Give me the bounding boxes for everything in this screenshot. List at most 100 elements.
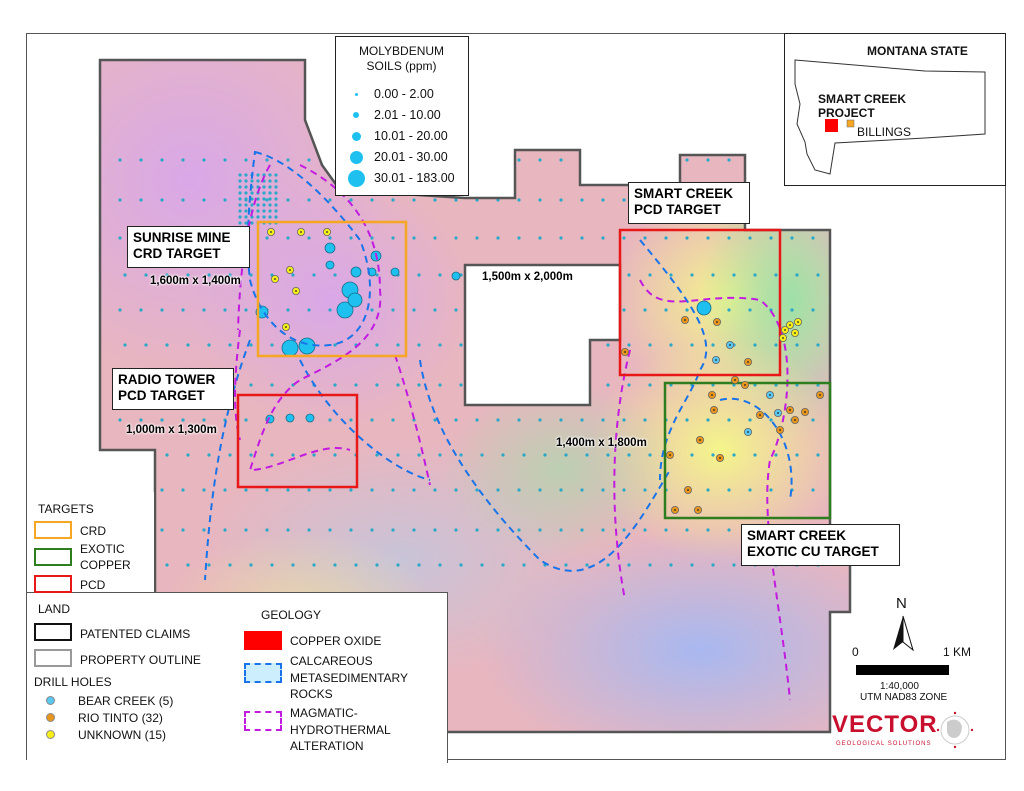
soil-sample-point <box>244 197 248 201</box>
drill-holes-title: DRILL HOLES <box>34 675 112 689</box>
copper-oxide-label: COPPER OXIDE <box>290 634 382 648</box>
soil-sample-point <box>391 418 395 422</box>
soil-sample-point <box>690 563 694 567</box>
drill-hole-center <box>715 359 717 361</box>
soil-sample-point <box>496 528 500 532</box>
soil-sample-point <box>238 185 242 189</box>
soil-sample-point <box>244 203 248 207</box>
crd-target-box[interactable] <box>256 220 408 358</box>
targets-title: TARGETS <box>38 502 94 516</box>
drill-hole-center <box>713 409 715 411</box>
soil-sample-point <box>244 308 248 312</box>
soil-sample-point <box>748 236 752 240</box>
soil-sample-point <box>250 197 254 201</box>
soil-sample-point <box>286 308 290 312</box>
soil-sample-point <box>417 383 421 387</box>
soil-sample-point <box>627 343 631 347</box>
soil-sample-point <box>790 308 794 312</box>
soil-sample-high <box>347 292 363 308</box>
soil-sample-point <box>228 563 232 567</box>
soil-sample-point <box>165 273 169 277</box>
soil-sample-point <box>417 343 421 347</box>
soil-sample-point <box>522 453 526 457</box>
soil-sample-point <box>274 197 278 201</box>
soil-sample-point <box>627 273 631 277</box>
soil-sample-point <box>139 418 143 422</box>
soil-sample-point <box>262 215 266 219</box>
soil-sample-point <box>244 528 248 532</box>
drill-hole-center <box>719 457 721 459</box>
soil-sample-point <box>268 173 272 177</box>
soil-sample-point <box>790 236 794 240</box>
drill-hole-center <box>711 394 713 396</box>
soil-sample-point <box>391 236 395 240</box>
radio-tower-pcd-box[interactable] <box>236 393 359 489</box>
soil-sample-point <box>262 185 266 189</box>
soil-sample-point <box>454 198 458 202</box>
soil-sample-high <box>696 300 712 316</box>
soil-sample-point <box>706 418 710 422</box>
map-frame <box>26 33 1006 760</box>
soil-sample-point <box>538 418 542 422</box>
patented-claims-swatch <box>34 623 72 641</box>
soil-sample-point <box>774 453 778 457</box>
soil-sample-point <box>312 563 316 567</box>
soil-sample-point <box>795 453 799 457</box>
drill-hole-center <box>734 379 736 381</box>
soil-sample-point <box>244 418 248 422</box>
smart-creek-pcd-box[interactable] <box>618 228 782 377</box>
soil-sample-point <box>223 198 227 202</box>
patented-claims-label: PATENTED CLAIMS <box>80 627 191 641</box>
soil-sample-point <box>816 453 820 457</box>
soil-sample-point <box>438 453 442 457</box>
soil-sample-point <box>207 343 211 347</box>
soil-sample-point <box>144 273 148 277</box>
soil-sample-point <box>333 273 337 277</box>
soil-sample-point <box>244 209 248 213</box>
soil-sample-point <box>769 236 773 240</box>
soil-sample-point <box>811 488 815 492</box>
drill-hole-center <box>759 414 761 416</box>
exotic-cu-label: SMART CREEK EXOTIC CU TARGET <box>741 524 900 566</box>
soil-sample-point <box>375 383 379 387</box>
soil-sample-point <box>732 453 736 457</box>
soil-sample-point <box>249 563 253 567</box>
soil-sample-point <box>244 185 248 189</box>
soil-sample-point <box>538 236 542 240</box>
soil-sample-high <box>298 337 316 355</box>
soil-sample-point <box>622 418 626 422</box>
soil-sample-point <box>496 236 500 240</box>
scale-bar <box>856 665 949 675</box>
inset-title: MONTANA STATE <box>867 44 968 58</box>
soil-sample-point <box>202 308 206 312</box>
soil-sample-point <box>268 209 272 213</box>
drill-hole-center <box>769 394 771 396</box>
soil-sample-point <box>123 273 127 277</box>
soil-sample-point <box>648 273 652 277</box>
soil-sample-point <box>601 236 605 240</box>
soil-sample-point <box>250 191 254 195</box>
label-line: CRD TARGET <box>133 246 221 261</box>
soil-sample-point <box>118 158 122 162</box>
soil-sample-point <box>774 343 778 347</box>
drill-hole-center <box>747 431 749 433</box>
soil-sample-point <box>391 488 395 492</box>
calcareous-label: METASEDIMENTARY <box>290 671 409 685</box>
soil-sample-point <box>307 158 311 162</box>
soil-sample-point <box>496 488 500 492</box>
smart-creek-pcd-dimensions: 1,500m x 2,000m <box>482 271 573 283</box>
soil-sample-point <box>328 158 332 162</box>
pcd-swatch <box>34 575 72 593</box>
soil-sample-point <box>811 236 815 240</box>
soil-sample-point <box>396 453 400 457</box>
soil-sample-point <box>307 528 311 532</box>
soil-sample-point <box>186 563 190 567</box>
drill-hole-center <box>794 332 796 334</box>
montana-inset: MONTANA STATE SMART CREEK PROJECT BILLIN… <box>784 33 1006 186</box>
soil-sample-point <box>328 198 332 202</box>
soil-sample-point <box>811 198 815 202</box>
soil-sample-point <box>417 563 421 567</box>
soil-sample-point <box>790 198 794 202</box>
soil-sample-point <box>202 488 206 492</box>
soil-sample-point <box>706 488 710 492</box>
